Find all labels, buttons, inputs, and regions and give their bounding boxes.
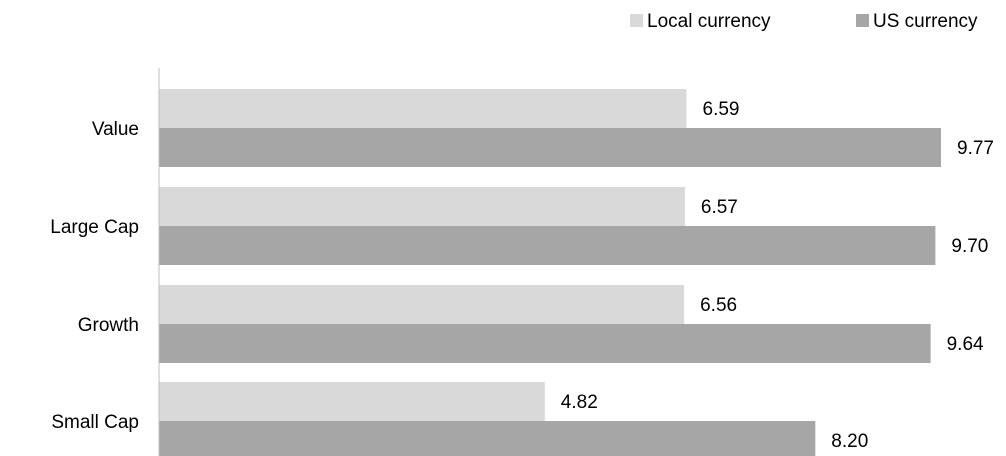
bar-local-currency-large-cap: [159, 187, 685, 226]
bar-local-currency-value: [159, 89, 687, 128]
legend: Local currency US currency: [630, 11, 978, 32]
data-labels: 6.59 9.77 6.57 9.70 6.56 9.64 4.82 8.20: [561, 99, 994, 452]
bar-us-currency-large-cap: [159, 226, 936, 265]
data-label-local-currency-large-cap: 6.57: [701, 197, 738, 218]
legend-label-local-currency: Local currency: [647, 11, 771, 32]
legend-label-us-currency: US currency: [873, 11, 978, 32]
bar-us-currency-value: [159, 128, 941, 167]
data-label-local-currency-small-cap: 4.82: [561, 392, 598, 413]
legend-swatch-local-currency: [630, 14, 643, 27]
category-axis-labels: Value Large Cap Growth Small Cap: [50, 119, 139, 433]
data-label-local-currency-value: 6.59: [703, 99, 740, 120]
legend-swatch-us-currency: [856, 14, 869, 27]
category-label-small-cap: Small Cap: [51, 412, 139, 433]
category-label-large-cap: Large Cap: [50, 217, 139, 238]
data-label-us-currency-small-cap: 8.20: [831, 431, 868, 452]
data-label-us-currency-value: 9.77: [957, 138, 994, 159]
data-label-local-currency-growth: 6.56: [700, 295, 737, 316]
bars: [159, 89, 941, 456]
bar-local-currency-growth: [159, 285, 685, 324]
category-label-value: Value: [92, 119, 139, 140]
bar-local-currency-small-cap: [159, 382, 545, 421]
bar-us-currency-growth: [159, 324, 931, 363]
data-label-us-currency-large-cap: 9.70: [951, 236, 988, 257]
bar-us-currency-small-cap: [159, 421, 816, 456]
category-label-growth: Growth: [78, 315, 139, 336]
data-label-us-currency-growth: 9.64: [947, 334, 984, 355]
